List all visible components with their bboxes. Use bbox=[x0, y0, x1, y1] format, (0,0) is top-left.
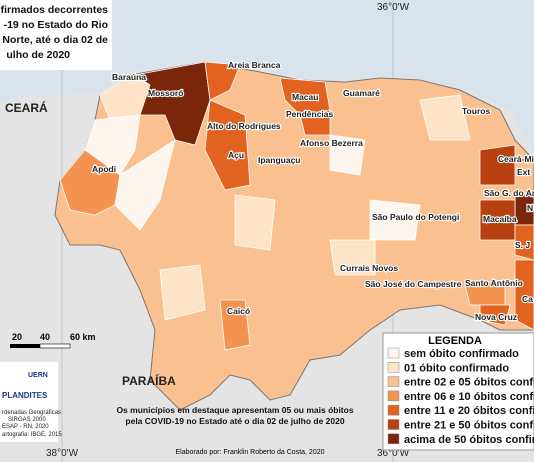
municipality bbox=[329, 134, 366, 176]
place-label: Caicó bbox=[227, 306, 250, 316]
credit-line: rdenadas Geográficas bbox=[2, 410, 61, 416]
coordinate: 38°0'W bbox=[46, 448, 79, 459]
credit-line: artografia: IBGE, 2015 bbox=[2, 432, 62, 438]
place-label: Areia Branca bbox=[228, 60, 281, 70]
legend-label: entre 06 e 10 óbitos confir bbox=[404, 391, 534, 403]
municipalities bbox=[59, 61, 534, 351]
scale-segment bbox=[39, 343, 71, 349]
legend-label: entre 11 e 20 óbitos confir bbox=[404, 405, 534, 417]
place-label: Açu bbox=[228, 150, 244, 160]
municipality bbox=[204, 61, 241, 101]
title-line: Norte, até o dia 02 de bbox=[2, 34, 108, 46]
author-box bbox=[150, 444, 350, 458]
sea bbox=[0, 0, 534, 150]
place-label: São Paulo do Potengi bbox=[372, 212, 459, 222]
legend-box bbox=[382, 332, 534, 451]
place-label: Touros bbox=[462, 106, 490, 116]
legend-swatch bbox=[387, 376, 400, 387]
municipality bbox=[234, 194, 276, 251]
legend-swatch bbox=[387, 419, 400, 430]
neighbor-label: PARAÍBA bbox=[122, 373, 176, 388]
place-label: Ext bbox=[517, 167, 530, 177]
logo-text: UERN bbox=[28, 372, 48, 379]
legend-label: 01 óbito confirmado bbox=[404, 362, 509, 374]
legend-title: LEGENDA bbox=[428, 335, 482, 347]
legend-label: acima de 50 óbitos confir bbox=[404, 434, 534, 446]
coordinate: 36°0'W bbox=[377, 2, 410, 13]
municipality bbox=[369, 199, 421, 241]
note-line: Os municípios em destaque apresentam 05 … bbox=[116, 405, 353, 415]
place-label: Mossoró bbox=[148, 88, 183, 98]
place-label: N bbox=[527, 203, 533, 213]
scale-segment bbox=[10, 344, 40, 348]
title-line: ulho de 2020 bbox=[6, 49, 70, 61]
municipality bbox=[219, 299, 251, 351]
place-label: Nova Cruz bbox=[475, 312, 517, 322]
place-label: Santo Antônio bbox=[465, 278, 523, 288]
place-label: Afonso Bezerra bbox=[300, 138, 363, 148]
scale-label: 60 km bbox=[70, 332, 96, 342]
credits: UERN PLANDITES rdenadas Geográficas SIRG… bbox=[0, 362, 62, 442]
scale-bar: 20 40 60 km bbox=[10, 332, 96, 349]
place-label: Currais Novos bbox=[340, 263, 398, 273]
title-line: firmados decorrentes bbox=[1, 4, 109, 16]
logo-text: PLANDITES bbox=[2, 391, 48, 400]
municipality bbox=[419, 94, 471, 141]
place-label: Baraúna bbox=[112, 72, 146, 82]
place-label: Macau bbox=[292, 92, 318, 102]
municipality bbox=[204, 99, 251, 191]
legend-swatch bbox=[387, 433, 400, 445]
place-label: Macaíba bbox=[483, 214, 517, 224]
legend-swatch bbox=[387, 390, 400, 402]
scale-label: 40 bbox=[40, 332, 50, 342]
legend-label: entre 02 e 05 óbitos confir bbox=[404, 377, 534, 389]
legend-label: sem óbito confirmado bbox=[404, 348, 519, 360]
place-label: Apodi bbox=[92, 164, 116, 174]
municipality bbox=[514, 224, 534, 261]
title-box bbox=[0, 0, 112, 70]
credit-line: ESAP - RN, 2020 bbox=[2, 424, 49, 430]
place-label: Alto do Rodrigues bbox=[207, 121, 281, 131]
scale-label: 20 bbox=[12, 332, 22, 342]
legend-swatch bbox=[387, 362, 400, 373]
note-line: pela COVID-19 no Estado até o dia 02 de … bbox=[125, 416, 344, 426]
legend: LEGENDA sem óbito confirmado 01 óbito con… bbox=[382, 332, 534, 451]
place-labels: Baraúna Mossoró Areia Branca Macau Guama… bbox=[91, 59, 534, 323]
municipality bbox=[479, 144, 516, 186]
municipality bbox=[114, 139, 176, 231]
coordinate: 36°0'W bbox=[377, 448, 410, 459]
place-label: Ipanguaçu bbox=[258, 155, 301, 165]
place-label: Ca bbox=[522, 294, 533, 304]
state-outline bbox=[54, 61, 534, 411]
title-line: -19 no Estado do Rio bbox=[4, 19, 108, 31]
legend-swatch bbox=[387, 404, 400, 416]
author: Elaborado por: Franklin Roberto da Costa… bbox=[175, 449, 324, 456]
place-label: São José do Campestre bbox=[365, 279, 462, 289]
credit-box bbox=[0, 362, 58, 442]
municipality bbox=[479, 304, 511, 326]
municipality bbox=[514, 259, 534, 331]
place-label: S. J bbox=[515, 240, 530, 250]
municipality bbox=[159, 264, 206, 321]
place-label: São G. do Ama bbox=[484, 188, 534, 198]
municipality bbox=[329, 239, 376, 276]
credit-line: SIRGAS 2000 bbox=[8, 417, 46, 423]
municipality bbox=[84, 114, 141, 176]
legend-label: entre 21 e 50 óbitos confir bbox=[404, 420, 534, 432]
neighbor-label: CEARÁ bbox=[5, 100, 48, 115]
place-label: Ceará-Mirim bbox=[498, 154, 534, 164]
place-label: Guamaré bbox=[343, 88, 380, 98]
legend-swatch bbox=[387, 347, 400, 359]
place-label: Pendências bbox=[286, 109, 334, 119]
